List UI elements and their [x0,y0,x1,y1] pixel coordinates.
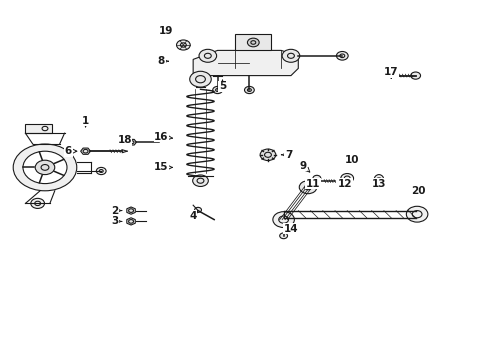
Text: 14: 14 [283,224,298,234]
Polygon shape [126,218,135,225]
Text: 10: 10 [344,155,359,165]
Text: 3: 3 [111,216,122,226]
Text: 19: 19 [159,26,173,36]
FancyBboxPatch shape [234,34,271,50]
Circle shape [410,72,420,79]
Circle shape [299,181,316,194]
Text: 4: 4 [189,211,197,221]
Circle shape [340,174,353,183]
Circle shape [244,86,254,94]
Circle shape [260,149,275,161]
Circle shape [13,144,77,191]
Text: 6: 6 [65,146,77,156]
Circle shape [199,49,216,62]
Circle shape [189,71,211,87]
Circle shape [247,38,259,47]
Text: 17: 17 [383,67,398,78]
Ellipse shape [373,175,383,185]
Circle shape [31,198,44,208]
Polygon shape [127,139,136,145]
Text: 16: 16 [154,132,172,142]
Text: 20: 20 [410,186,425,196]
Circle shape [176,40,190,50]
Text: 2: 2 [111,206,122,216]
Polygon shape [126,207,135,214]
Circle shape [192,175,208,186]
Text: 5: 5 [219,80,225,91]
Circle shape [406,206,427,222]
Circle shape [312,175,320,181]
Circle shape [282,49,299,62]
Circle shape [96,167,106,175]
Circle shape [336,51,347,60]
Text: 13: 13 [371,179,386,189]
FancyBboxPatch shape [25,124,52,133]
Text: 18: 18 [117,135,132,145]
Circle shape [272,212,294,228]
Text: 15: 15 [154,162,172,172]
Text: 9: 9 [299,161,309,172]
Polygon shape [81,148,90,154]
Circle shape [23,151,67,184]
Circle shape [194,207,201,212]
Text: 7: 7 [281,150,292,160]
Text: 12: 12 [337,179,351,189]
Circle shape [212,86,222,94]
Text: 11: 11 [305,179,320,189]
Circle shape [279,233,287,239]
Circle shape [35,160,55,175]
Polygon shape [193,50,298,76]
Text: 8: 8 [158,56,168,66]
Text: 1: 1 [82,116,89,127]
